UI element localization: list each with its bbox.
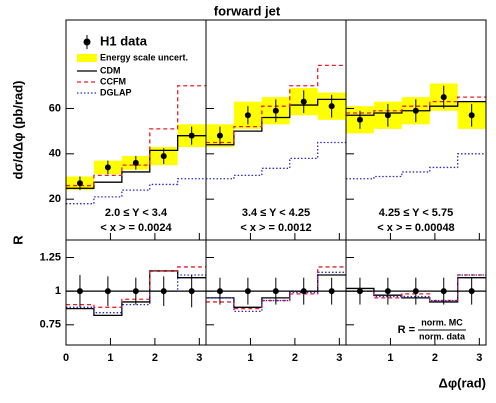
legend-data-label: H1 data — [100, 33, 148, 48]
ratio-point — [328, 288, 335, 295]
panel-y-range: 3.4 ≤ Y < 4.25 — [242, 207, 310, 219]
data-point — [300, 98, 307, 105]
data-point — [328, 103, 335, 110]
x-tick-label: 3 — [336, 352, 342, 364]
ratio-model-line — [206, 271, 346, 312]
data-point — [412, 107, 419, 114]
ratio-axis-label: R — [10, 235, 25, 245]
x-tick-label: 2 — [432, 352, 438, 364]
ratio-formula-lhs: R = — [398, 324, 415, 336]
data-point — [132, 159, 139, 166]
model-line — [346, 153, 486, 180]
chart-title: forward jet — [214, 3, 281, 18]
ratio-formula-numerator: norm. MC — [421, 317, 463, 327]
ratio-point — [356, 288, 363, 295]
data-point — [384, 112, 391, 119]
y-tick-label: 40 — [49, 148, 61, 160]
ratio-point — [384, 288, 391, 295]
data-point — [440, 94, 447, 101]
data-point — [468, 112, 475, 119]
legend-band-swatch — [77, 54, 97, 62]
ratio-point — [300, 288, 307, 295]
legend-band-label: Energy scale uncert. — [100, 52, 188, 62]
data-point — [356, 116, 363, 123]
data-point — [160, 153, 167, 160]
legend-data-marker — [83, 38, 91, 46]
ratio-point — [216, 288, 223, 295]
legend-model-label: CCFM — [100, 76, 126, 86]
ratio-point — [188, 288, 195, 295]
ratio-y-tick-label: 1 — [55, 285, 61, 297]
ratio-point — [104, 288, 111, 295]
y-tick-label: 60 — [49, 102, 61, 114]
ratio-point — [132, 288, 139, 295]
data-point — [216, 132, 223, 139]
x-tick-label: 1 — [247, 352, 253, 364]
ratio-point — [160, 288, 167, 295]
ratio-point — [468, 288, 475, 295]
ratio-y-tick-label: 0.75 — [40, 319, 61, 331]
x-tick-label: 0 — [63, 352, 69, 364]
ratio-point — [440, 288, 447, 295]
panel-mean-x: < x > = 0.00048 — [377, 222, 454, 234]
x-tick-label: 2 — [292, 352, 298, 364]
data-point — [104, 164, 111, 171]
model-line — [66, 178, 206, 205]
ratio-point — [244, 288, 251, 295]
model-line — [346, 96, 486, 114]
legend-model-label: CDM — [100, 65, 121, 75]
ratio-point — [76, 288, 83, 295]
ratio-point — [412, 288, 419, 295]
x-tick-label: 1 — [107, 352, 113, 364]
panel-y-range: 4.25 ≤ Y < 5.75 — [379, 207, 453, 219]
ratio-point — [272, 288, 279, 295]
legend-model-label: DGLAP — [100, 87, 132, 97]
model-line — [206, 141, 346, 180]
panel-y-range: 2.0 ≤ Y < 3.4 — [105, 207, 168, 219]
x-tick-label: 3 — [476, 352, 482, 364]
data-point — [76, 180, 83, 187]
data-point — [244, 112, 251, 119]
panel-mean-x: < x > = 0.0012 — [240, 222, 311, 234]
model-line — [66, 85, 206, 187]
x-tick-label: 3 — [196, 352, 202, 364]
panel-mean-x: < x > = 0.0024 — [100, 222, 172, 234]
x-tick-label: 1 — [387, 352, 393, 364]
y-axis-label: dσ/dΔφ (pb/rad) — [10, 80, 25, 179]
ratio-frame — [345, 239, 487, 346]
ratio-formula-denominator: norm. data — [419, 331, 466, 341]
x-tick-label: 2 — [152, 352, 158, 364]
y-tick-label: 20 — [49, 193, 61, 205]
data-point — [272, 107, 279, 114]
data-point — [188, 132, 195, 139]
x-axis-label: Δφ(rad) — [438, 375, 486, 390]
ratio-y-tick-label: 1.25 — [40, 251, 61, 263]
